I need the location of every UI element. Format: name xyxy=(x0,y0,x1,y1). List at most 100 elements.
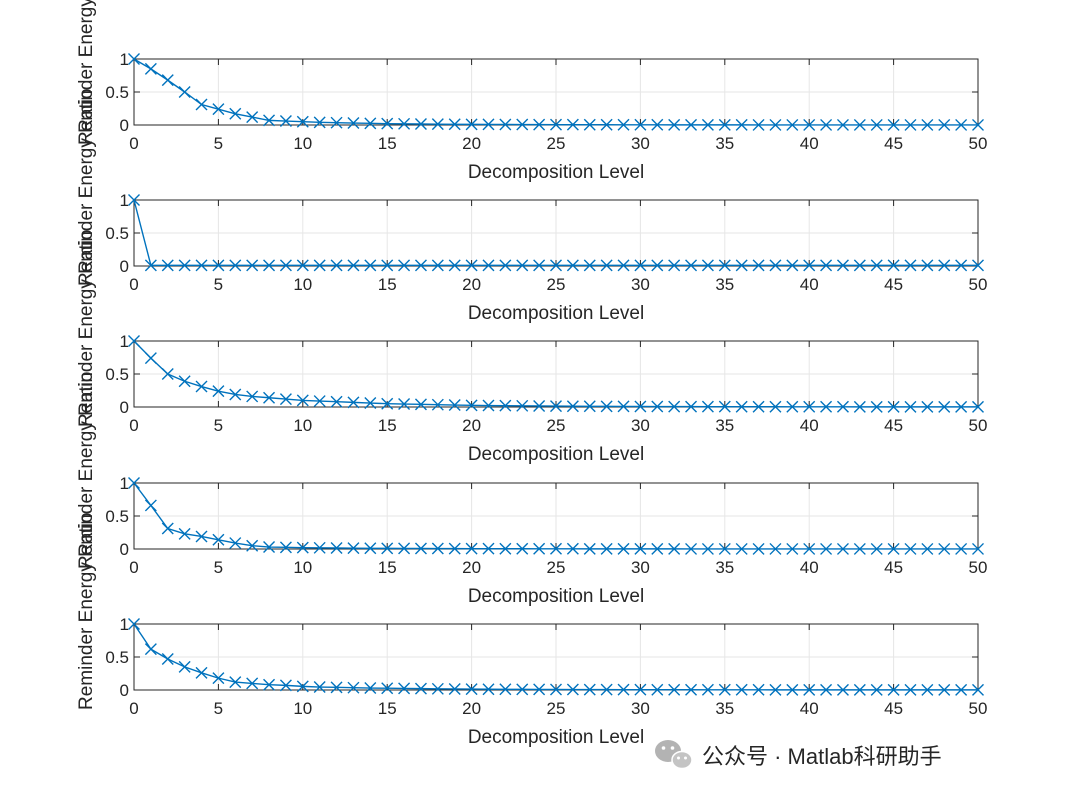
data-point xyxy=(229,537,242,550)
data-point xyxy=(668,118,681,131)
x-tick-label: 50 xyxy=(969,416,988,435)
data-point xyxy=(381,117,394,130)
data-point xyxy=(161,259,174,272)
data-point xyxy=(617,400,630,413)
x-tick-label: 50 xyxy=(969,275,988,294)
x-tick-label: 30 xyxy=(631,558,650,577)
data-point xyxy=(752,118,765,131)
data-point xyxy=(246,259,259,272)
data-point xyxy=(195,98,208,111)
data-point xyxy=(583,400,596,413)
data-point xyxy=(718,118,731,131)
data-point xyxy=(685,259,698,272)
y-tick-label: 1 xyxy=(120,50,129,69)
data-point xyxy=(634,683,647,696)
y-tick-label: 0.5 xyxy=(105,83,129,102)
x-tick-label: 10 xyxy=(293,134,312,153)
x-axis-label: Decomposition Level xyxy=(468,727,644,748)
data-point xyxy=(195,530,208,543)
x-tick-label: 35 xyxy=(715,699,734,718)
data-point xyxy=(566,259,579,272)
data-point xyxy=(364,259,377,272)
data-point xyxy=(769,118,782,131)
data-point xyxy=(870,259,883,272)
data-point xyxy=(955,542,968,555)
data-point xyxy=(144,259,157,272)
data-point xyxy=(229,388,242,401)
data-point xyxy=(128,335,140,347)
x-tick-label: 40 xyxy=(800,275,819,294)
data-point xyxy=(212,672,225,685)
x-tick-label: 5 xyxy=(214,558,223,577)
data-point xyxy=(786,542,799,555)
data-point xyxy=(921,683,934,696)
x-tick-label: 0 xyxy=(129,558,138,577)
x-axis-label: Decomposition Level xyxy=(468,586,644,607)
data-point xyxy=(701,542,714,555)
data-point xyxy=(128,194,140,206)
data-point xyxy=(313,116,326,129)
data-point xyxy=(836,542,849,555)
data-point xyxy=(499,118,512,131)
y-axis-label: Reminder Energy Ratio xyxy=(76,230,97,427)
data-point xyxy=(533,118,546,131)
data-point xyxy=(853,542,866,555)
data-point xyxy=(921,542,934,555)
data-point xyxy=(668,259,681,272)
data-point xyxy=(246,111,259,124)
data-point xyxy=(195,259,208,272)
x-tick-label: 25 xyxy=(547,275,566,294)
x-tick-label: 10 xyxy=(293,416,312,435)
x-tick-label: 15 xyxy=(378,558,397,577)
data-point xyxy=(786,400,799,413)
x-tick-label: 25 xyxy=(547,416,566,435)
x-tick-label: 50 xyxy=(969,699,988,718)
data-point xyxy=(246,539,259,552)
x-tick-label: 10 xyxy=(293,558,312,577)
data-point xyxy=(161,652,174,665)
x-tick-label: 5 xyxy=(214,699,223,718)
data-point xyxy=(836,683,849,696)
data-point xyxy=(550,542,562,555)
data-point xyxy=(685,400,698,413)
data-point xyxy=(212,103,225,116)
data-point xyxy=(972,400,984,413)
data-point xyxy=(550,118,562,131)
y-tick-label: 0 xyxy=(120,116,129,135)
data-point xyxy=(195,666,208,679)
data-point xyxy=(263,541,276,554)
data-point xyxy=(566,400,579,413)
data-point xyxy=(482,118,495,131)
data-point xyxy=(431,682,444,695)
data-point xyxy=(769,683,782,696)
data-point xyxy=(347,681,360,694)
data-point xyxy=(482,683,495,696)
data-point xyxy=(533,399,546,412)
data-point xyxy=(296,115,309,128)
data-point xyxy=(972,259,984,272)
data-point xyxy=(178,86,191,98)
data-point xyxy=(431,542,444,555)
data-point xyxy=(431,259,444,272)
data-point xyxy=(786,259,799,272)
data-point xyxy=(279,541,292,554)
data-point xyxy=(212,385,225,398)
data-point xyxy=(279,115,292,128)
data-point xyxy=(381,542,394,555)
data-point xyxy=(938,400,951,413)
data-point xyxy=(414,259,427,272)
data-point xyxy=(347,259,360,272)
data-point xyxy=(786,118,799,131)
data-point xyxy=(448,259,461,272)
data-point xyxy=(144,352,157,365)
data-point xyxy=(566,542,579,555)
data-point xyxy=(330,395,343,408)
data-point xyxy=(516,683,529,696)
x-tick-label: 45 xyxy=(884,275,903,294)
data-point xyxy=(533,259,546,272)
x-tick-label: 15 xyxy=(378,275,397,294)
data-point xyxy=(212,533,225,546)
data-point xyxy=(364,117,377,130)
data-point xyxy=(600,118,613,131)
